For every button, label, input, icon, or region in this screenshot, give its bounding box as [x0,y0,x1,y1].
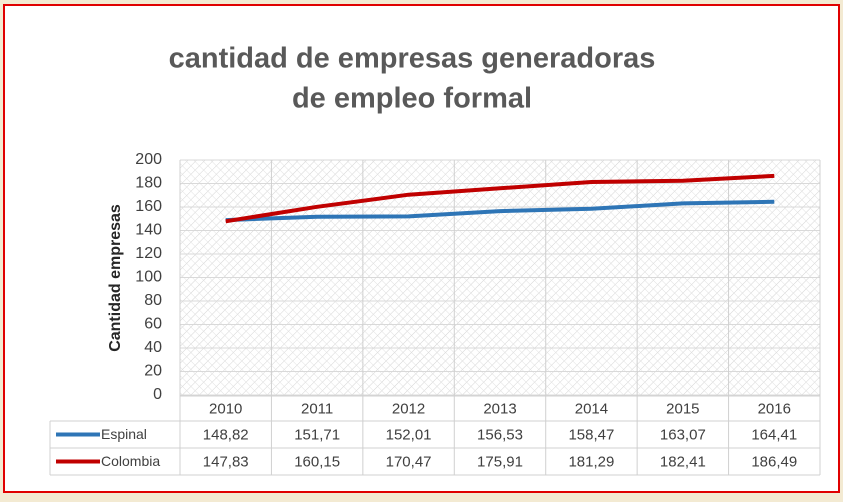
chart-title-line2: de empleo formal [292,83,532,115]
y-tick-label: 40 [144,339,162,356]
table-value: 170,47 [386,453,432,470]
x-tick-label: 2015 [666,400,699,417]
chart: cantidad de empresas generadoras de empl… [0,0,843,497]
table-value: 163,07 [660,426,706,443]
x-tick-label: 2011 [301,400,333,417]
y-tick-label: 180 [135,175,162,192]
table-value: 152,01 [386,426,432,443]
y-tick-label: 140 [135,222,162,239]
x-tick-label: 2013 [483,400,516,417]
table-value: 148,82 [203,426,249,443]
legend-label: Espinal [101,426,147,442]
x-tick-label: 2014 [575,400,608,417]
y-tick-label: 120 [135,245,162,262]
table-value: 175,91 [477,453,523,470]
page: cantidad de empresas generadoras de empl… [0,0,843,497]
y-tick-label: 100 [135,269,162,286]
table-value: 182,41 [660,453,706,470]
table-value: 156,53 [477,426,523,443]
y-tick-label: 200 [135,151,162,168]
table-value: 164,41 [751,426,797,443]
table-value: 186,49 [751,453,797,470]
table-value: 147,83 [203,453,249,470]
table-value: 181,29 [568,453,614,470]
y-tick-label: 160 [135,198,162,215]
y-tick-label: 80 [144,292,162,309]
y-tick-label: 0 [153,386,162,403]
table-value: 160,15 [294,453,340,470]
table-value: 151,71 [294,426,340,443]
y-tick-label: 60 [144,316,162,333]
table-value: 158,47 [568,426,614,443]
x-tick-label: 2016 [758,400,791,417]
chart-title: cantidad de empresas generadoras [169,43,656,75]
y-tick-label: 20 [144,363,162,380]
x-tick-label: 2012 [392,400,425,417]
legend-label: Colombia [101,453,160,469]
x-tick-label: 2010 [209,400,242,417]
y-axis-label: Cantidad empresas [107,204,124,352]
